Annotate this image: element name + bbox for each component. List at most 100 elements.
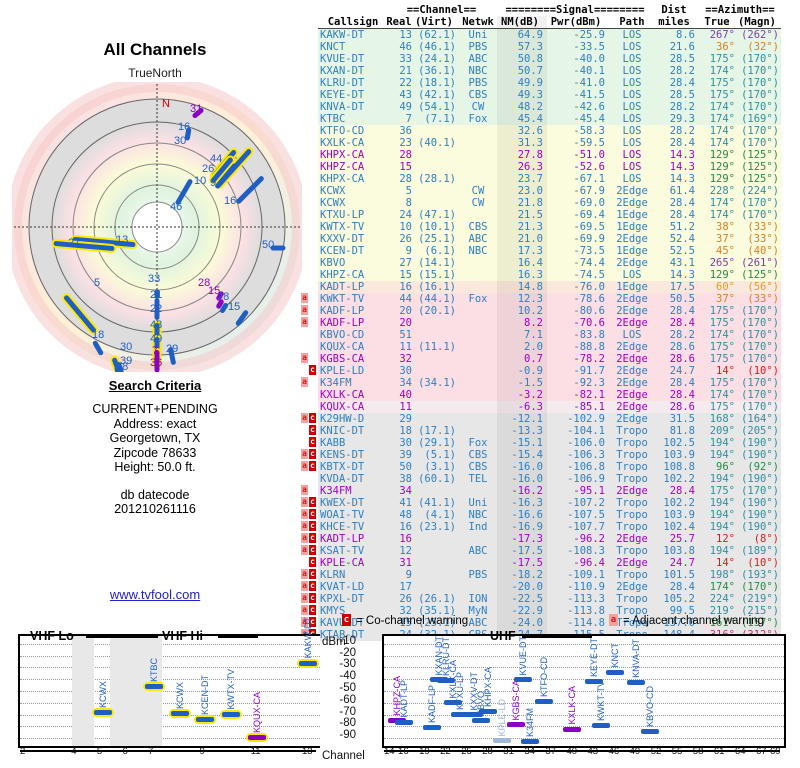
table-row[interactable]: KXAN-DT 21 (36.1) NBC 50.7 -40.1 LOS 28.2 174° (1… bbox=[318, 65, 781, 77]
table-row[interactable]: KPLE-CA 31 -17.5 -96.4 2Edge 24.7 14° (10°) bbox=[318, 557, 781, 569]
table-row[interactable]: KWTX-TV 10 (10.1) CBS 21.3 -69.5 1Edge 51.2 38° (… bbox=[318, 221, 781, 233]
table-row[interactable]: KEYE-DT 43 (42.1) CBS 49.3 -41.5 LOS 28.5 175° (1… bbox=[318, 89, 781, 101]
table-row[interactable]: KXLK-CA 40 -3.2 -82.1 2Edge 28.4 174° (170°) bbox=[318, 389, 781, 401]
table-row[interactable]: KVDA-DT 38 (60.1) TEL -16.0 -106.9 Tropo 102.2 1… bbox=[318, 473, 781, 485]
cell-azimuth-true: 175° bbox=[709, 377, 735, 389]
table-row[interactable]: KVUE-DT 33 (24.1) ABC 50.8 -40.0 LOS 28.5 175° (1… bbox=[318, 53, 781, 65]
table-header-cell[interactable]: Callsign bbox=[318, 16, 386, 29]
polar-marker-label: 18 bbox=[92, 329, 104, 341]
table-row[interactable]: WOAI-TV 48 (4.1) NBC -16.6 -107.5 Tropo 103.9 19… bbox=[318, 509, 781, 521]
signal-bar[interactable] bbox=[93, 710, 112, 716]
table-row[interactable]: KADF-LP 20 (20.1) 10.2 -80.6 2Edge 28.4 175° (17… bbox=[318, 305, 781, 317]
signal-bar[interactable] bbox=[605, 669, 624, 675]
table-row[interactable]: KCWX 8 CW 21.8 -69.0 2Edge 28.4 174° (170°) bbox=[318, 197, 781, 209]
cell-distance-miles: 43.1 bbox=[669, 257, 695, 269]
table-row[interactable]: KABB 30 (29.1) Fox -15.1 -106.0 Tropo 102.5 194°… bbox=[318, 437, 781, 449]
tvfool-link[interactable]: www.tvfool.com bbox=[109, 587, 201, 602]
signal-bar[interactable] bbox=[444, 700, 463, 706]
table-row[interactable]: KPXL-DT 26 (26.1) ION -22.5 -113.3 Tropo 105.2 2… bbox=[318, 593, 781, 605]
table-header-cell[interactable]: Real bbox=[386, 16, 412, 29]
table-row[interactable]: KAKW-DT 13 (62.1) Uni 64.9 -25.9 LOS 8.6 267° (26… bbox=[318, 28, 781, 41]
table-row[interactable]: KHPZ-CA 15 (15.1) 16.3 -74.5 LOS 14.3 129° (125°… bbox=[318, 269, 781, 281]
signal-bar[interactable] bbox=[626, 680, 645, 686]
signal-bar[interactable] bbox=[591, 722, 610, 728]
table-row[interactable]: KQUX-CA 11 (11.1) 2.0 -88.8 2Edge 28.6 175° (170… bbox=[318, 341, 781, 353]
table-row[interactable]: KENS-DT 39 (5.1) CBS -15.4 -106.3 Tropo 103.9 19… bbox=[318, 449, 781, 461]
table-row[interactable]: KSAT-TV 12 ABC -17.5 -108.3 Tropo 103.8 194° (18… bbox=[318, 545, 781, 557]
table-row[interactable]: KHCE-TV 16 (23.1) Ind -16.9 -107.7 Tropo 102.4 1… bbox=[318, 521, 781, 533]
table-row[interactable]: K29HW-D 29 -12.1 -102.9 2Edge 31.5 168° (164°) bbox=[318, 413, 781, 425]
signal-bar[interactable] bbox=[465, 712, 484, 718]
table-header-cell[interactable]: NM(dB) bbox=[497, 16, 547, 29]
table-row[interactable]: KCWX 5 CW 23.0 -67.9 2Edge 61.4 228° (224°) bbox=[318, 185, 781, 197]
cell-virtual-channel: (4.1) bbox=[424, 509, 456, 521]
table-row[interactable]: KLRU-DT 22 (18.1) PBS 49.9 -41.0 LOS 28.4 175° (1… bbox=[318, 77, 781, 89]
signal-bar[interactable] bbox=[437, 678, 456, 684]
signal-bar[interactable] bbox=[584, 678, 603, 684]
table-row[interactable]: KNIC-DT 18 (17.1) -13.3 -104.1 Tropo 81.8 209° (… bbox=[318, 425, 781, 437]
table-row[interactable]: K34FM 34 -16.2 -95.1 2Edge 28.4 175° (170°) bbox=[318, 485, 781, 497]
cell-path: 2Edge bbox=[616, 197, 648, 209]
signal-bar-label: KADF-LP bbox=[427, 685, 438, 724]
table-header-cell[interactable]: miles bbox=[653, 16, 699, 29]
signal-bar[interactable] bbox=[395, 719, 414, 725]
signal-bar[interactable] bbox=[222, 711, 241, 717]
table-row[interactable]: KBTX-DT 50 (3.1) CBS -16.0 -106.8 Tropo 108.8 96… bbox=[318, 461, 781, 473]
cell-distance-miles: 52.5 bbox=[669, 245, 695, 257]
signal-bar[interactable] bbox=[479, 709, 498, 715]
table-row[interactable]: KXLK-CA 23 (40.1) 31.3 -59.5 LOS 28.4 174° (170°… bbox=[318, 137, 781, 149]
table-row[interactable]: KHPX-CA 28 (28.1) 23.7 -67.1 LOS 14.3 129° (125°… bbox=[318, 173, 781, 185]
table-header-cell[interactable]: (Magn) bbox=[735, 16, 781, 29]
table-row[interactable]: KVAT-LD 17 -20.0 -110.9 2Edge 28.4 174° (170°) bbox=[318, 581, 781, 593]
signal-bar[interactable] bbox=[451, 711, 470, 717]
polar-marker bbox=[216, 291, 224, 301]
table-row[interactable]: KNCT 46 (46.1) PBS 57.3 -33.5 LOS 21.6 36° (32°) bbox=[318, 41, 781, 53]
table-row[interactable]: KHPZ-CA 15 26.3 -52.6 LOS 14.3 129° (125°) bbox=[318, 161, 781, 173]
table-header-cell[interactable]: Netwk bbox=[459, 16, 497, 29]
table-header-cell[interactable]: (Virt) bbox=[412, 16, 459, 29]
table-row[interactable]: KTBC 7 (7.1) Fox 45.4 -45.4 LOS 29.3 174° (169°) bbox=[318, 113, 781, 125]
table-header-cell[interactable]: True bbox=[699, 16, 735, 29]
table-row[interactable]: KGBS-CA 32 0.7 -78.2 2Edge 28.6 175° (170°) bbox=[318, 353, 781, 365]
signal-bar[interactable] bbox=[145, 683, 164, 689]
signal-bar[interactable] bbox=[507, 722, 526, 728]
cell-callsign: KADF-LP bbox=[320, 305, 365, 317]
cell-path: 2Edge bbox=[616, 401, 648, 413]
table-row[interactable]: KBVO 27 (14.1) 16.4 -74.4 2Edge 43.1 265° (261°) bbox=[318, 257, 781, 269]
table-row[interactable]: KWEX-DT 41 (41.1) Uni -16.3 -107.2 Tropo 102.2 1… bbox=[318, 497, 781, 509]
table-row[interactable]: K34FM 34 (34.1) -1.5 -92.3 2Edge 28.4 175° (170°… bbox=[318, 377, 781, 389]
table-row[interactable]: KPLE-LD 30 -0.9 -91.7 2Edge 24.7 14° (10°) bbox=[318, 365, 781, 377]
signal-bar[interactable] bbox=[472, 717, 491, 723]
signal-bar[interactable] bbox=[423, 725, 442, 731]
table-row[interactable]: KTXU-LP 24 (47.1) 21.5 -69.4 1Edge 28.4 174° (17… bbox=[318, 209, 781, 221]
table-row[interactable]: KCEN-DT 9 (6.1) NBC 17.3 -73.5 1Edge 52.5 45° (40… bbox=[318, 245, 781, 257]
table-row[interactable]: KQUX-CA 11 -6.3 -85.1 2Edge 28.6 175° (170°) bbox=[318, 401, 781, 413]
table-row[interactable]: KBVO-CD 51 7.1 -83.8 LOS 28.2 174° (170°) bbox=[318, 329, 781, 341]
table-row[interactable]: KXXV-DT 26 (25.1) ABC 21.0 -69.9 2Edge 52.4 37° (… bbox=[318, 233, 781, 245]
table-header-cell[interactable]: Path bbox=[611, 16, 653, 29]
signal-bar[interactable] bbox=[521, 738, 540, 744]
table-row[interactable]: KADT-LP 16 -17.3 -96.2 2Edge 25.7 12° (8°) bbox=[318, 533, 781, 545]
table-header-cell[interactable]: Pwr(dBm) bbox=[547, 16, 611, 29]
table-row[interactable]: KADT-LP 16 (16.1) 14.8 -76.0 1Edge 17.5 60° (56°… bbox=[318, 281, 781, 293]
signal-bar[interactable] bbox=[299, 660, 317, 666]
signal-bar[interactable] bbox=[493, 738, 512, 744]
table-row[interactable]: KMYS 32 (35.1) MyN -22.9 -113.8 Tropo 99.5 219° (… bbox=[318, 605, 781, 617]
signal-bar[interactable] bbox=[563, 726, 582, 732]
table-row[interactable]: KWKT-TV 44 (44.1) Fox 12.3 -78.6 2Edge 50.5 37° (… bbox=[318, 293, 781, 305]
signal-bar[interactable] bbox=[170, 711, 189, 717]
polar-marker-label: 15 bbox=[228, 301, 240, 313]
table-row[interactable]: KAVU-DT15(25.1)ABC-24.0-114.8Tropo137.01… bbox=[318, 617, 781, 629]
signal-bar[interactable] bbox=[514, 677, 533, 683]
cell-distance-miles: 28.2 bbox=[669, 101, 695, 113]
signal-bar[interactable] bbox=[535, 698, 554, 704]
table-row[interactable]: KADF-LP 20 8.2 -70.6 2Edge 28.4 175° (170°) bbox=[318, 317, 781, 329]
signal-bar[interactable] bbox=[247, 734, 266, 740]
table-row[interactable]: KLRN 9 PBS -18.2 -109.1 Tropo 101.5 198° (193°) bbox=[318, 569, 781, 581]
table-row[interactable]: KHPX-CA 28 27.8 -51.0 LOS 14.3 129° (125°) bbox=[318, 149, 781, 161]
table-row[interactable]: KNVA-DT 49 (54.1) CW 48.2 -42.6 LOS 28.2 174° (17… bbox=[318, 101, 781, 113]
signal-bar[interactable] bbox=[196, 716, 215, 722]
table-row[interactable]: KTFO-CD 36 32.6 -58.3 LOS 28.2 174° (170°) bbox=[318, 125, 781, 137]
signal-bar[interactable] bbox=[640, 728, 659, 734]
